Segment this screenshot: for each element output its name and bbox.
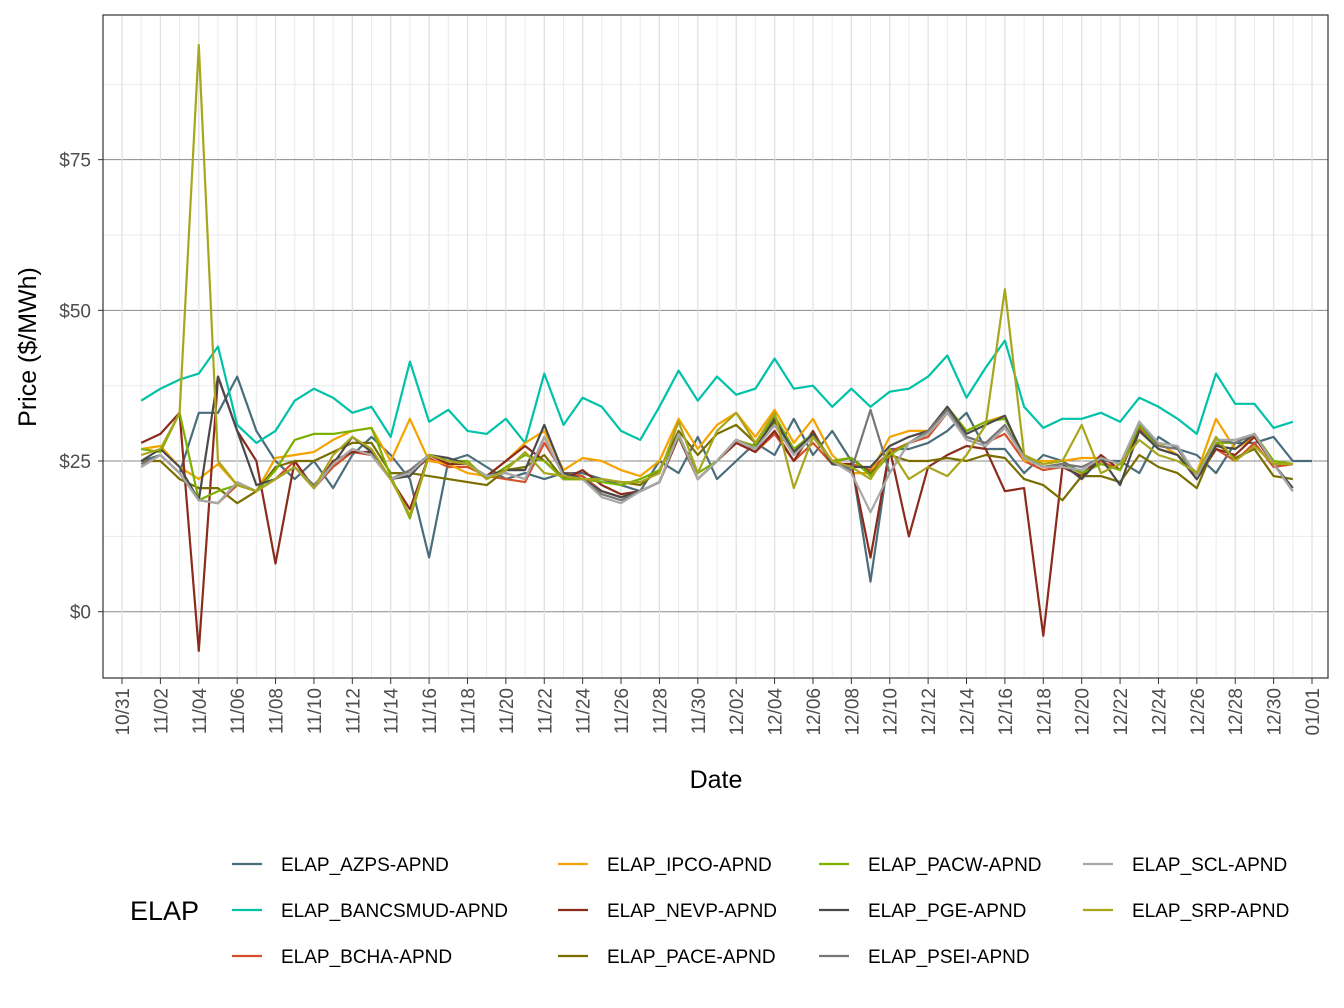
plot-border: [102, 14, 1329, 679]
legend-label: ELAP_PACE-APND: [607, 947, 776, 968]
x-tick-label: 12/30: [1265, 688, 1286, 736]
x-tick-label: 11/24: [574, 688, 595, 735]
legend-label: ELAP_BANCSMUD-APND: [281, 901, 508, 922]
series-line-elap-pace-apnd: [141, 420, 1293, 505]
x-tick-label: 12/20: [1073, 688, 1094, 736]
y-axis-title: Price ($/MWh): [14, 267, 42, 427]
x-tick-label: 12/18: [1034, 688, 1055, 736]
x-tick-label: 11/08: [267, 688, 288, 734]
x-axis: 10/31 11/02 11/04 11/06 11/08 11/10 11/12 11/14…: [113, 678, 1324, 736]
x-tick-label: 11/10: [305, 688, 326, 734]
y-tick-label: $50: [59, 301, 91, 322]
x-tick-label: 12/28: [1226, 688, 1247, 736]
x-tick-label: 01/01: [1303, 688, 1324, 736]
series-line-elap-azps-apnd: [140, 375, 1312, 583]
x-tick-label: 12/08: [842, 688, 863, 736]
x-tick-label: 12/04: [766, 688, 787, 736]
x-tick-label: 11/26: [612, 688, 633, 734]
legend-label: ELAP_PGE-APND: [868, 901, 1026, 922]
series-line-elap-scl-apnd: [140, 411, 1294, 514]
x-tick-label: 12/26: [1188, 688, 1209, 736]
x-tick-label: 12/12: [919, 688, 940, 736]
legend-label: ELAP_BCHA-APND: [281, 947, 452, 968]
y-tick-label: $25: [59, 452, 91, 473]
series-line-elap-srp-apnd: [140, 43, 1293, 517]
x-tick-label: 11/30: [689, 688, 710, 734]
legend-label: ELAP_SRP-APND: [1132, 901, 1289, 922]
legend-label: ELAP_SCL-APND: [1132, 855, 1287, 876]
series-lines: [140, 43, 1312, 653]
y-axis: $0 $25 $50 $75: [59, 151, 103, 624]
x-tick-label: 12/22: [1111, 688, 1132, 736]
series-line-elap-bancsmud-apnd: [140, 339, 1294, 444]
y-tick-label: $0: [70, 603, 91, 624]
x-tick-label: 11/12: [343, 688, 364, 734]
plot-panel: [103, 15, 1328, 678]
x-tick-label: 11/28: [650, 688, 671, 734]
legend: ELAP ELAP_AZPS-APND ELAP_BANCSMUD-APND ELA…: [130, 855, 1289, 968]
legend-label: ELAP_IPCO-APND: [607, 855, 772, 876]
x-tick-label: 12/14: [958, 688, 979, 736]
x-tick-label: 12/06: [804, 688, 825, 736]
x-tick-label: 11/18: [458, 688, 479, 734]
x-tick-label: 11/20: [497, 688, 518, 734]
x-tick-label: 12/16: [996, 688, 1017, 736]
x-tick-label: 12/10: [881, 688, 902, 736]
x-tick-label: 12/24: [1149, 688, 1170, 736]
x-tick-label: 12/02: [727, 688, 748, 736]
plot-background: [103, 15, 1328, 678]
legend-label: ELAP_AZPS-APND: [281, 855, 449, 876]
x-tick-label: 11/02: [151, 688, 172, 734]
y-tick-label: $75: [59, 151, 91, 172]
x-tick-label: 11/14: [382, 688, 403, 735]
legend-title: ELAP: [130, 896, 199, 926]
x-tick-label: 11/16: [420, 688, 441, 734]
legend-label: ELAP_PSEI-APND: [868, 947, 1030, 968]
x-axis-title: Date: [690, 766, 743, 794]
x-tick-label: 10/31: [113, 688, 134, 736]
x-tick-label: 11/22: [535, 688, 556, 734]
x-tick-label: 11/04: [190, 688, 211, 735]
legend-label: ELAP_PACW-APND: [868, 855, 1042, 876]
legend-label: ELAP_NEVP-APND: [607, 901, 777, 922]
x-tick-label: 11/06: [228, 688, 249, 734]
